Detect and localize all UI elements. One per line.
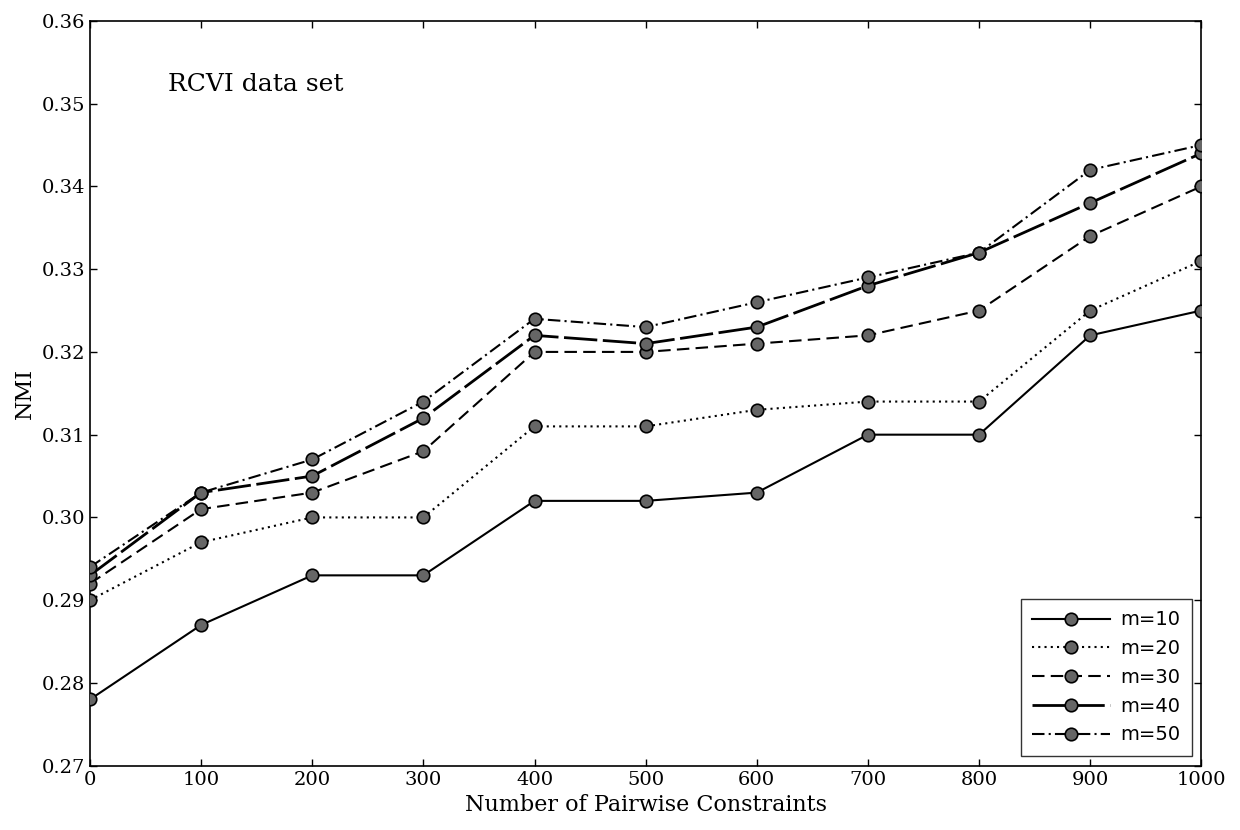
m=10	[193, 620, 208, 630]
m=40	[83, 570, 98, 580]
m=20	[972, 397, 987, 407]
m=20	[1194, 256, 1209, 266]
Line: m=20: m=20	[83, 255, 1208, 607]
m=20	[861, 397, 875, 407]
m=40	[305, 471, 320, 481]
m=30	[861, 330, 875, 340]
m=20	[305, 512, 320, 522]
m=10	[749, 487, 764, 497]
Legend: m=10, m=20, m=30, m=40, m=50: m=10, m=20, m=30, m=40, m=50	[1021, 598, 1192, 756]
m=20	[83, 595, 98, 605]
Line: m=10: m=10	[83, 305, 1208, 706]
m=30	[749, 339, 764, 349]
m=30	[972, 305, 987, 315]
m=10	[415, 570, 430, 580]
m=20	[749, 405, 764, 415]
m=50	[305, 455, 320, 465]
m=50	[527, 314, 542, 324]
m=50	[861, 272, 875, 282]
Line: m=30: m=30	[83, 180, 1208, 590]
m=40	[861, 281, 875, 290]
m=50	[193, 487, 208, 497]
m=40	[1194, 149, 1209, 159]
m=30	[193, 504, 208, 514]
Line: m=40: m=40	[83, 147, 1208, 582]
m=40	[639, 339, 653, 349]
Y-axis label: NMI: NMI	[14, 368, 36, 419]
m=10	[861, 430, 875, 440]
X-axis label: Number of Pairwise Constraints: Number of Pairwise Constraints	[465, 794, 827, 816]
m=50	[639, 322, 653, 332]
m=20	[639, 422, 653, 432]
m=30	[83, 579, 98, 588]
m=50	[972, 247, 987, 257]
m=50	[83, 562, 98, 572]
m=40	[527, 330, 542, 340]
m=30	[639, 347, 653, 357]
m=30	[527, 347, 542, 357]
Line: m=50: m=50	[83, 139, 1208, 574]
m=50	[415, 397, 430, 407]
m=30	[305, 487, 320, 497]
Text: RCVI data set: RCVI data set	[167, 73, 343, 96]
m=10	[639, 496, 653, 505]
m=10	[1083, 330, 1097, 340]
m=20	[1083, 305, 1097, 315]
m=20	[415, 512, 430, 522]
m=40	[749, 322, 764, 332]
m=10	[305, 570, 320, 580]
m=30	[415, 447, 430, 456]
m=50	[1083, 165, 1097, 175]
m=10	[972, 430, 987, 440]
m=10	[527, 496, 542, 505]
m=50	[1194, 140, 1209, 150]
m=20	[193, 537, 208, 547]
m=30	[1083, 231, 1097, 241]
m=40	[1083, 198, 1097, 208]
m=10	[1194, 305, 1209, 315]
m=20	[527, 422, 542, 432]
m=40	[193, 487, 208, 497]
m=30	[1194, 182, 1209, 192]
m=10	[83, 695, 98, 705]
m=50	[749, 297, 764, 307]
m=40	[415, 413, 430, 423]
m=40	[972, 247, 987, 257]
